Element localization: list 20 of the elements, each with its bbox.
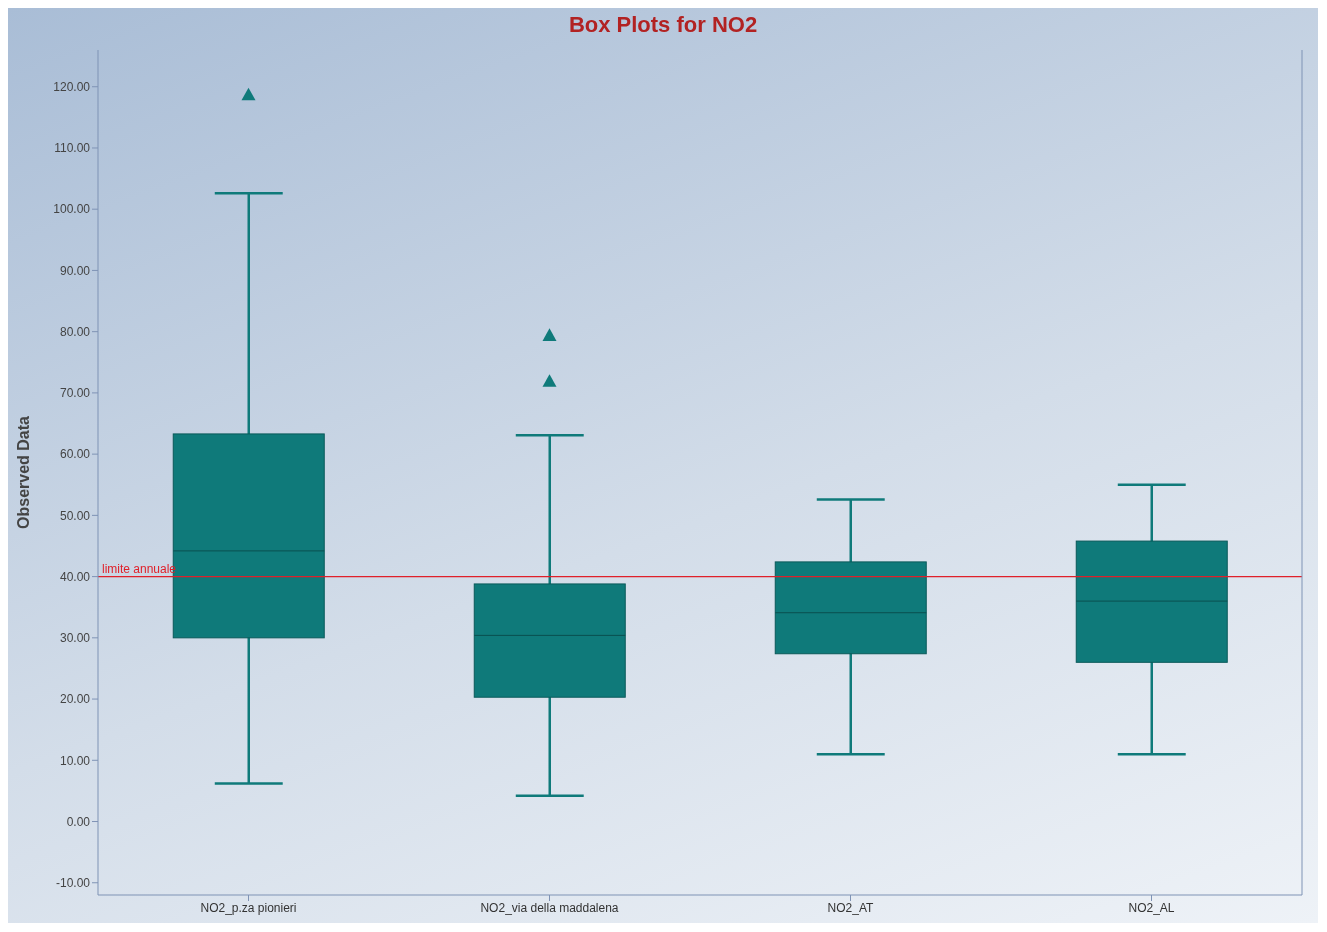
- y-tick-label: 0.00: [66, 814, 91, 829]
- y-tick-label: 60.00: [59, 447, 91, 462]
- y-tick-label: 40.00: [59, 569, 91, 584]
- y-tick-label: 100.00: [53, 202, 91, 217]
- chart-title: Box Plots for NO2: [567, 12, 759, 38]
- y-tick-label: 110.00: [54, 141, 91, 156]
- x-tick-label: NO2_AL: [1128, 900, 1175, 915]
- y-tick-label: 70.00: [59, 386, 91, 401]
- x-tick-label: NO2_p.za pionieri: [200, 900, 297, 915]
- y-tick-label: -10.00: [55, 876, 91, 891]
- y-axis-title: Observed Data: [14, 415, 32, 529]
- x-tick-label: NO2_AT: [827, 900, 875, 915]
- y-tick-label: 120.00: [53, 80, 91, 94]
- y-tick-label: 10.00: [59, 753, 91, 768]
- y-tick-label: 20.00: [59, 692, 91, 707]
- y-tick-label: 90.00: [59, 263, 91, 278]
- x-tick-label: NO2_via della maddalena: [480, 900, 619, 915]
- y-tick-label: 30.00: [59, 631, 91, 646]
- y-tick-label: 50.00: [59, 508, 91, 523]
- y-tick-label: 80.00: [59, 324, 91, 339]
